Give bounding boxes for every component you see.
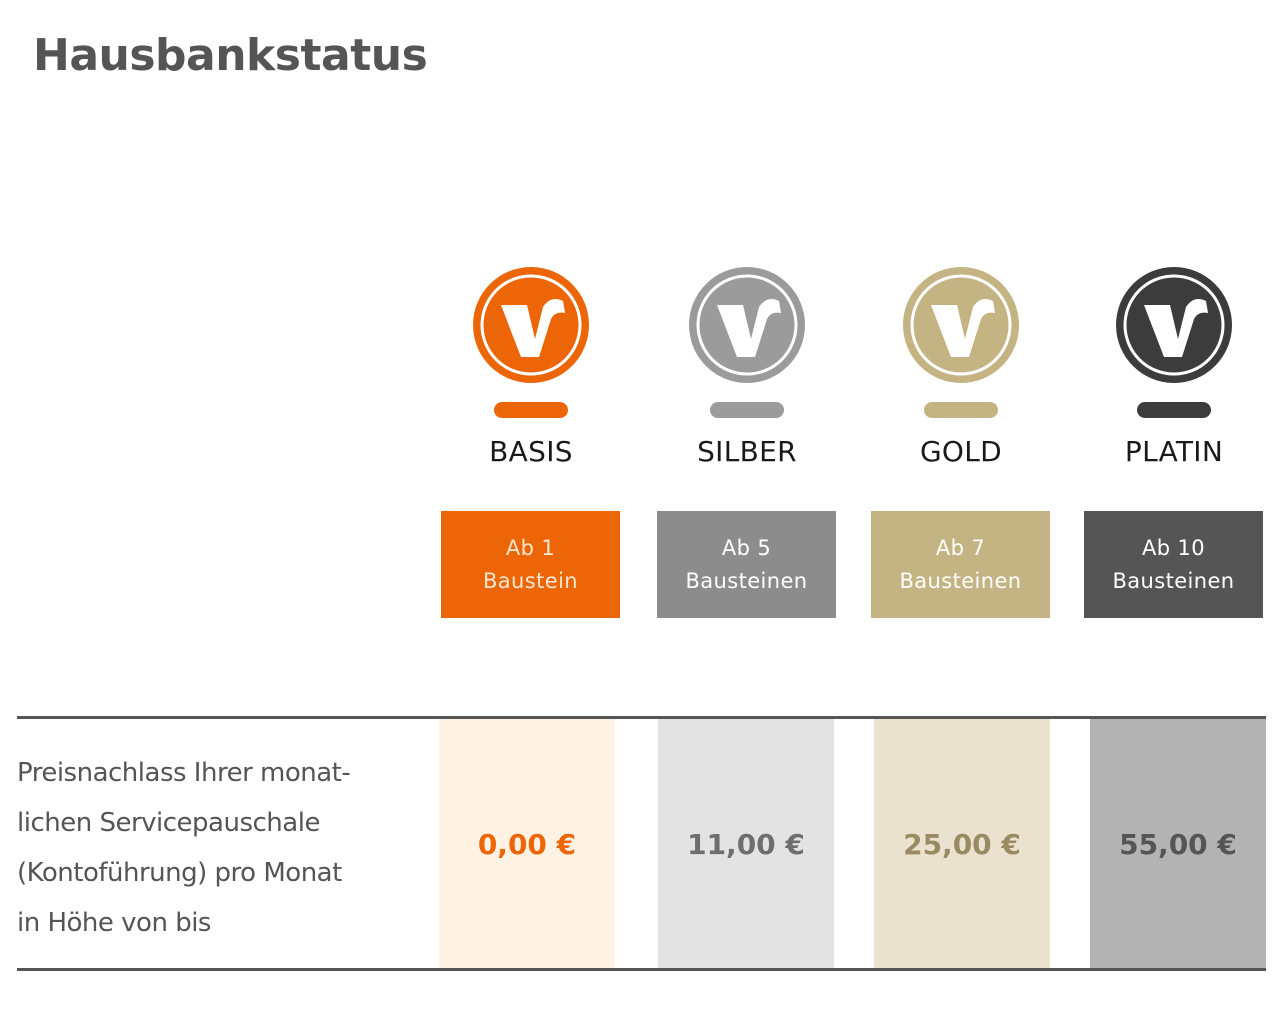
volksbank-v-logo-icon	[689, 267, 805, 383]
volksbank-v-logo-icon	[1116, 267, 1232, 383]
description-line: lichen Servicepauschale	[17, 808, 320, 838]
table-bottom-rule	[17, 968, 1266, 971]
tier-name: BASIS	[489, 435, 573, 468]
tier-gold: GOLD	[871, 265, 1051, 468]
row-description: Preisnachlass Ihrer monat- lichen Servic…	[17, 748, 417, 948]
tier-name: PLATIN	[1124, 435, 1224, 468]
discount-cell-platin: 55,00 €	[1090, 719, 1266, 969]
tier-indicator-bar	[494, 402, 568, 418]
tier-indicator-bar	[924, 402, 998, 418]
volksbank-v-logo-icon	[473, 267, 589, 383]
tier-name: GOLD	[919, 435, 1003, 468]
tier-indicator-bar	[1137, 402, 1211, 418]
tier-name: SILBER	[697, 435, 797, 468]
threshold-unit: Bausteinen	[899, 568, 1022, 593]
page-title: Hausbankstatus	[33, 30, 428, 81]
threshold-count: Ab 1	[505, 535, 556, 560]
description-line: Preisnachlass Ihrer monat-	[17, 758, 351, 788]
threshold-box-basis: Ab 1 Baustein	[441, 511, 620, 618]
table-top-rule	[17, 716, 1266, 719]
discount-cell-silber: 11,00 €	[658, 719, 834, 969]
description-line: (Kontoführung) pro Monat	[17, 858, 342, 888]
discount-cell-gold: 25,00 €	[874, 719, 1050, 969]
threshold-box-platin: Ab 10 Bausteinen	[1084, 511, 1263, 618]
threshold-count: Ab 5	[721, 535, 772, 560]
threshold-unit: Baustein	[482, 568, 579, 593]
tier-indicator-bar	[710, 402, 784, 418]
description-line: in Höhe von bis	[17, 908, 211, 938]
tier-silber: SILBER	[657, 265, 837, 468]
volksbank-v-logo-icon	[903, 267, 1019, 383]
threshold-box-silber: Ab 5 Bausteinen	[657, 511, 836, 618]
threshold-box-gold: Ab 7 Bausteinen	[871, 511, 1050, 618]
discount-cell-basis: 0,00 €	[439, 719, 615, 969]
threshold-unit: Bausteinen	[1112, 568, 1235, 593]
threshold-unit: Bausteinen	[685, 568, 808, 593]
threshold-count: Ab 7	[935, 535, 986, 560]
tier-platin: PLATIN	[1084, 265, 1264, 468]
threshold-count: Ab 10	[1141, 535, 1206, 560]
tier-basis: BASIS	[441, 265, 621, 468]
